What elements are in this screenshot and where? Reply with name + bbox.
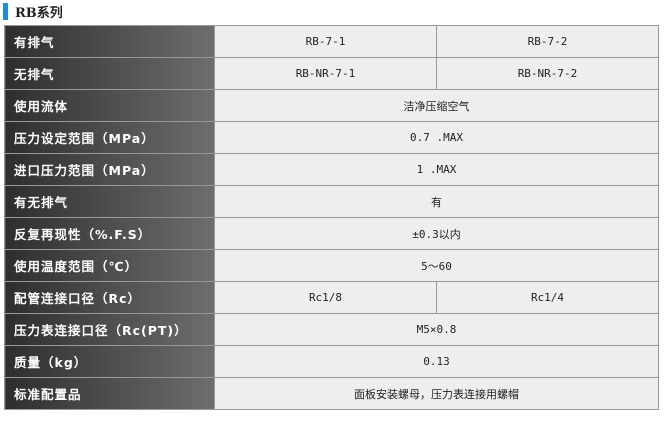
row-label: 压力表连接口径（Rc(PT)） xyxy=(4,313,215,346)
table-row: 进口压力范围（MPa） 1 .MAX xyxy=(4,153,659,186)
table-row: 反复再现性（%.F.S） ±0.3以内 xyxy=(4,217,659,250)
row-label: 配管连接口径（Rc） xyxy=(4,281,215,314)
row-value: 洁净压缩空气 xyxy=(214,89,659,122)
row-label: 进口压力范围（MPa） xyxy=(4,153,215,186)
row-label: 使用温度范围（℃） xyxy=(4,249,215,282)
row-value: 0.7 .MAX xyxy=(214,121,659,154)
row-label: 反复再现性（%.F.S） xyxy=(4,217,215,250)
row-value: Rc1/8 xyxy=(214,281,437,314)
row-value: RB-7-1 xyxy=(214,25,437,58)
table-row: 有无排气有 xyxy=(4,185,659,218)
row-label: 有排气 xyxy=(4,25,215,58)
row-value: 面板安装螺母，压力表连接用螺帽 xyxy=(214,377,659,410)
row-label: 质量（kg） xyxy=(4,345,215,378)
table-row: 配管连接口径（Rc） Rc1/8 Rc1/4 xyxy=(4,281,659,314)
table-row: 无排气 RB-NR-7-1 RB-NR-7-2 xyxy=(4,57,659,90)
row-value: ±0.3以内 xyxy=(214,217,659,250)
table-row: 标准配置品 面板安装螺母，压力表连接用螺帽 xyxy=(4,377,659,410)
table-row: 压力设定范围（MPa） 0.7 .MAX xyxy=(4,121,659,154)
row-label: 压力设定范围（MPa） xyxy=(4,121,215,154)
row-label: 有无排气 xyxy=(4,185,215,218)
row-value: 1 .MAX xyxy=(214,153,659,186)
spec-table: 有排气 RB-7-1 RB-7-2 无排气 RB-NR-7-1 RB-NR-7-2 使用流体… xyxy=(4,25,659,410)
row-value: RB-7-2 xyxy=(436,25,659,58)
row-label: 标准配置品 xyxy=(4,377,215,410)
table-row: 质量（kg） 0.13 xyxy=(4,345,659,378)
row-value: Rc1/4 xyxy=(436,281,659,314)
section-title-text: RB系列 xyxy=(15,5,63,21)
table-row: 使用温度范围（℃） 5～60 xyxy=(4,249,659,282)
row-value: RB-NR-7-2 xyxy=(436,57,659,90)
row-value: RB-NR-7-1 xyxy=(214,57,437,90)
row-value: 5～60 xyxy=(214,249,659,282)
section-title: RB系列 xyxy=(3,2,63,21)
table-row: 压力表连接口径（Rc(PT)） M5×0.8 xyxy=(4,313,659,346)
row-value: 有 xyxy=(214,185,659,218)
title-accent-bar xyxy=(3,2,8,20)
row-label: 无排气 xyxy=(4,57,215,90)
table-row: 使用流体 洁净压缩空气 xyxy=(4,89,659,122)
table-row: 有排气 RB-7-1 RB-7-2 xyxy=(4,25,659,58)
row-value: 0.13 xyxy=(214,345,659,378)
row-value: M5×0.8 xyxy=(214,313,659,346)
row-label: 使用流体 xyxy=(4,89,215,122)
